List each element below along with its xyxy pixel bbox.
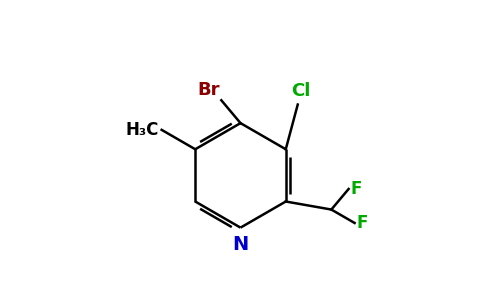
Text: H₃C: H₃C bbox=[126, 121, 159, 139]
Text: F: F bbox=[350, 180, 362, 198]
Text: Br: Br bbox=[197, 81, 220, 99]
Text: N: N bbox=[232, 235, 249, 254]
Text: Cl: Cl bbox=[291, 82, 310, 100]
Text: F: F bbox=[356, 214, 367, 232]
